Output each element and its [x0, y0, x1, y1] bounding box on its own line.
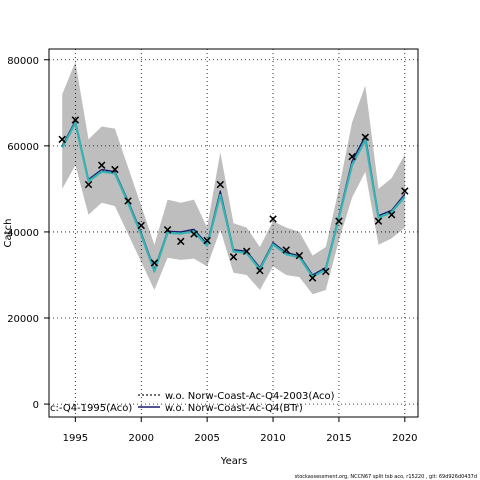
observation-marker	[124, 197, 132, 205]
observation-marker	[361, 133, 370, 141]
observation-marker	[177, 237, 185, 246]
y-axis-title: Catch	[3, 219, 14, 248]
observation-marker	[269, 215, 277, 223]
observation-marker-layer	[58, 116, 409, 282]
observation-marker	[295, 251, 304, 260]
x-tick-label: 2010	[260, 433, 285, 444]
observation-marker	[256, 266, 264, 275]
observation-marker	[203, 236, 211, 245]
observation-marker	[111, 165, 119, 174]
observation-marker	[216, 180, 225, 189]
axis-layer: 1995 2000 2005 2010 2015 2020 0 20000 40000 60000…	[7, 56, 417, 444]
series-layer	[61, 120, 406, 278]
y-tick-label: 60000	[7, 142, 39, 153]
observation-marker	[348, 152, 356, 161]
observation-marker	[71, 116, 80, 124]
observation-marker	[282, 246, 290, 254]
observation-marker	[387, 210, 396, 219]
y-tick-label: 0	[33, 400, 39, 411]
observation-marker	[229, 253, 238, 261]
observation-marker	[58, 135, 66, 144]
x-tick-label: 2005	[194, 433, 219, 444]
y-tick-label: 80000	[7, 56, 39, 67]
observation-marker	[374, 217, 383, 225]
x-tick-label: 1995	[63, 433, 88, 444]
x-tick-label: 2015	[326, 433, 351, 444]
observation-marker	[335, 217, 343, 225]
legend-label-2: w.o. Norw-Coast-Ac-Q4(BTr)	[165, 403, 303, 414]
observation-marker	[84, 180, 93, 189]
x-axis-title: Years	[220, 456, 247, 467]
plot-frame	[48, 48, 419, 418]
legend-label-1: w.o. Norw-Coast-Ac-Q4-2003(Aco)	[165, 391, 335, 402]
y-tick-label: 20000	[7, 314, 39, 325]
footer-credit: stockassessment.org, NCCN67 split tsb ac…	[295, 474, 477, 480]
observation-marker	[190, 230, 198, 238]
observation-marker	[242, 247, 251, 256]
confidence-band	[62, 61, 405, 295]
observation-marker	[137, 221, 145, 230]
x-tick-label: 2000	[129, 433, 154, 444]
observation-marker	[97, 161, 106, 169]
y-tick-label: 40000	[7, 228, 39, 239]
legend: w.o. Norw-Coast-Ac-Q4-2003(Aco) w.o. Nor…	[50, 391, 335, 414]
confidence-band-layer	[62, 61, 405, 295]
observation-marker	[163, 226, 172, 234]
observation-marker	[322, 267, 330, 276]
x-tick-label: 2020	[392, 433, 417, 444]
legend-label-fragment: c:-Q4-1995(Aco)	[50, 403, 132, 414]
observation-marker	[401, 187, 409, 195]
observation-marker	[308, 274, 317, 282]
observation-marker	[150, 259, 159, 267]
series-line-3	[61, 121, 406, 278]
